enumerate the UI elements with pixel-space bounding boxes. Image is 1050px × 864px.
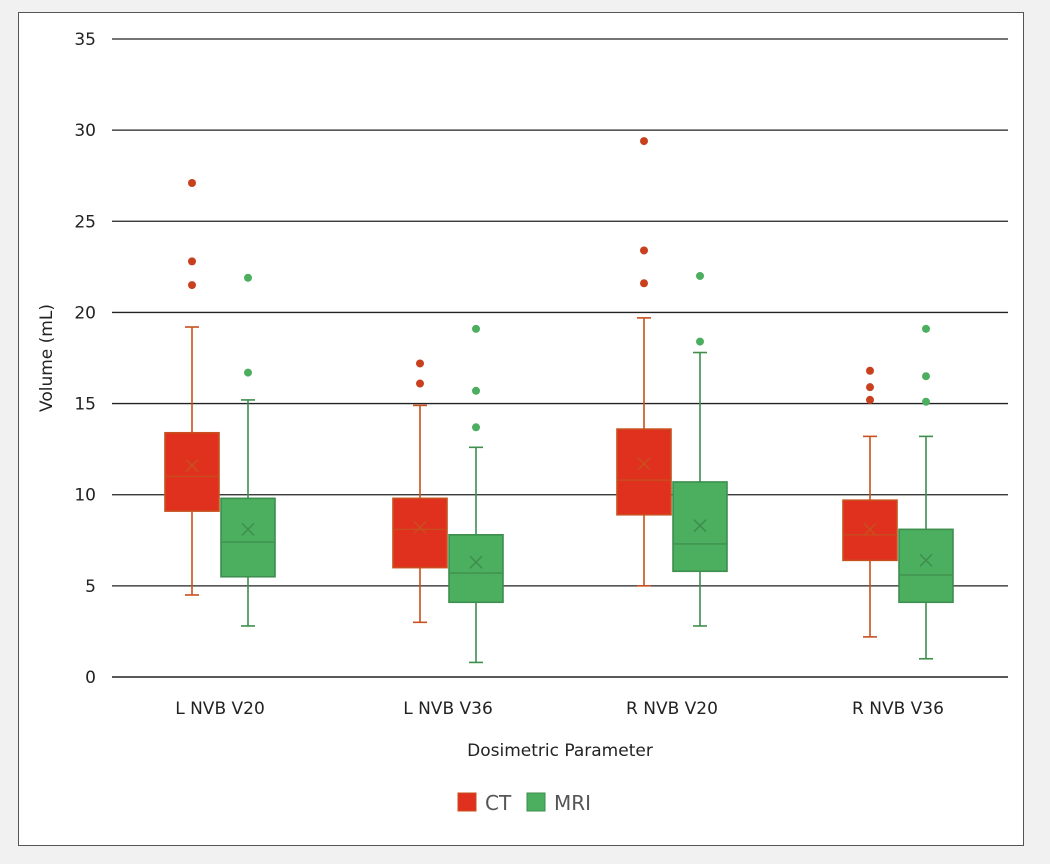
outlier-point — [640, 279, 648, 288]
iqr-box — [392, 497, 448, 569]
gridlines — [112, 38, 1008, 678]
outlier-point — [696, 337, 704, 346]
box-group — [616, 137, 672, 587]
mean-marker — [185, 459, 199, 473]
y-tick-label: 5 — [85, 577, 96, 597]
chart-frame — [18, 12, 1024, 846]
x-category-label: L NVB V36 — [403, 699, 493, 719]
box-plot-series — [164, 137, 954, 664]
outlier-point — [866, 383, 874, 392]
outlier-point — [922, 324, 930, 333]
outlier-point — [188, 179, 196, 188]
iqr-box — [898, 528, 954, 604]
iqr-box — [220, 497, 276, 578]
legend-label: MRI — [554, 791, 591, 815]
outlier-point — [696, 271, 704, 280]
outlier-point — [188, 281, 196, 290]
series-ct — [164, 137, 898, 638]
outlier-point — [188, 257, 196, 266]
y-axis-tick-labels: 0 5 10 15 20 25 30 35 — [74, 30, 96, 688]
legend-swatch — [457, 792, 477, 812]
box-group — [220, 273, 276, 627]
mean-marker — [919, 553, 933, 567]
mean-marker — [637, 457, 651, 471]
outlier-point — [244, 273, 252, 282]
legend-label: CT — [485, 791, 512, 815]
y-tick-label: 30 — [74, 121, 96, 141]
box-group — [842, 366, 898, 638]
y-tick-label: 0 — [85, 668, 96, 688]
outlier-point — [472, 423, 480, 432]
mean-marker — [469, 555, 483, 569]
iqr-box — [448, 534, 504, 604]
mean-marker — [863, 522, 877, 536]
mean-marker — [241, 522, 255, 536]
x-category-label: R NVB V36 — [852, 699, 944, 719]
outlier-point — [472, 324, 480, 333]
y-tick-label: 20 — [74, 303, 96, 323]
outlier-point — [640, 137, 648, 146]
iqr-box — [164, 431, 220, 512]
y-tick-label: 15 — [74, 395, 96, 415]
y-tick-label: 10 — [74, 486, 96, 506]
y-axis-title: Volume (mL) — [37, 304, 57, 412]
box-group — [672, 271, 728, 627]
x-category-label: R NVB V20 — [626, 699, 718, 719]
outlier-point — [866, 395, 874, 404]
outlier-point — [416, 359, 424, 368]
outlier-point — [922, 372, 930, 381]
box-group — [898, 324, 954, 660]
outlier-point — [866, 366, 874, 375]
box-group — [392, 359, 448, 624]
legend-item-mri: MRI — [526, 791, 591, 815]
y-tick-label: 25 — [74, 212, 96, 232]
iqr-box — [616, 428, 672, 516]
legend-swatch — [526, 792, 546, 812]
x-category-label: L NVB V20 — [175, 699, 265, 719]
x-axis-title: Dosimetric Parameter — [467, 741, 653, 761]
mean-marker — [413, 520, 427, 535]
x-axis-category-labels: L NVB V20 L NVB V36 R NVB V20 R NVB V36 — [175, 699, 944, 719]
mean-marker — [693, 519, 707, 533]
outlier-point — [472, 386, 480, 395]
outlier-point — [922, 397, 930, 406]
legend-item-ct: CT — [457, 791, 512, 815]
box-group — [448, 324, 504, 664]
outlier-point — [244, 368, 252, 377]
legend: CT MRI — [457, 791, 591, 815]
series-mri — [220, 271, 954, 664]
y-tick-label: 35 — [74, 30, 96, 50]
outlier-point — [640, 246, 648, 255]
box-group — [164, 179, 220, 596]
outlier-point — [416, 379, 424, 388]
